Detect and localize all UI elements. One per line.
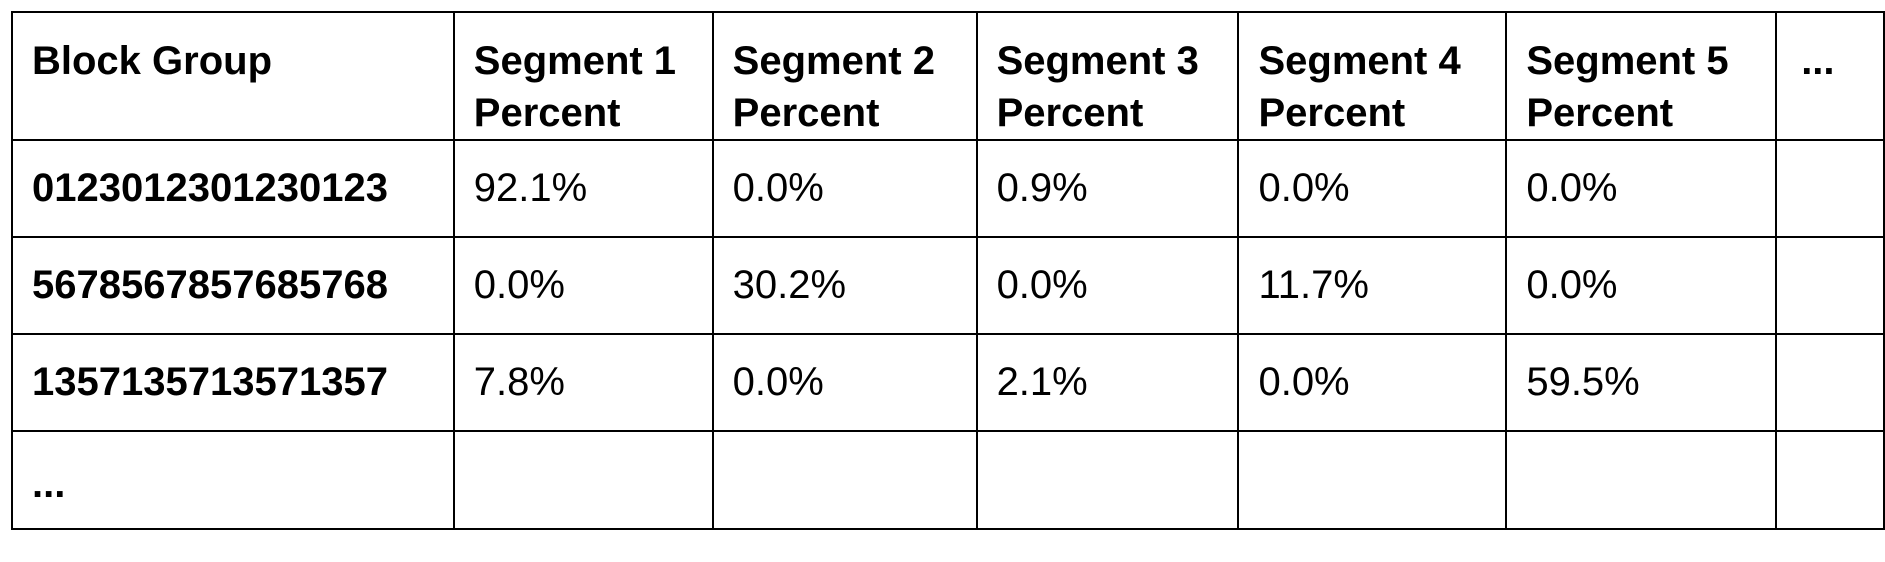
header-segment-sublabel: Percent <box>1258 91 1406 135</box>
header-segment-5: Segment 5 Percent <box>1505 11 1778 141</box>
header-more-ellipsis: ... <box>1801 39 1835 83</box>
header-segment-label: Segment 3 <box>996 39 1199 83</box>
more-rows-ellipsis: ... <box>11 430 455 530</box>
segment-percent-table: Block Group Segment 1 Percent Segment 2 … <box>11 11 1885 530</box>
segment-value-cell: 0.0% <box>1505 139 1778 238</box>
header-more-columns: ... <box>1775 11 1885 141</box>
empty-cell <box>1775 236 1885 335</box>
segment-value-cell: 2.1% <box>975 333 1240 432</box>
segment-value-cell: 0.0% <box>711 333 978 432</box>
table-row: 5678567857685768 0.0% 30.2% 0.0% 11.7% 0… <box>11 236 1885 335</box>
header-block-group: Block Group <box>11 11 455 141</box>
empty-cell <box>1775 430 1885 530</box>
segment-value-cell: 7.8% <box>452 333 714 432</box>
header-segment-label: Segment 1 <box>473 39 677 83</box>
empty-cell <box>1237 430 1508 530</box>
block-group-cell: 0123012301230123 <box>11 139 455 238</box>
segment-value-cell: 0.0% <box>1505 236 1778 335</box>
segment-value-cell: 0.9% <box>975 139 1240 238</box>
segment-value-cell: 0.0% <box>1237 333 1508 432</box>
block-group-cell: 5678567857685768 <box>11 236 455 335</box>
table-row-more: ... <box>11 430 1885 530</box>
segment-value-cell: 0.0% <box>711 139 978 238</box>
header-segment-4: Segment 4 Percent <box>1237 11 1508 141</box>
empty-cell <box>975 430 1240 530</box>
header-segment-label: Segment 5 <box>1526 39 1729 83</box>
empty-cell <box>711 430 978 530</box>
segment-value-cell: 0.0% <box>975 236 1240 335</box>
table-header-row: Block Group Segment 1 Percent Segment 2 … <box>11 11 1885 141</box>
empty-cell <box>452 430 714 530</box>
empty-cell <box>1775 139 1885 238</box>
empty-cell <box>1775 333 1885 432</box>
segment-value-cell: 92.1% <box>452 139 714 238</box>
header-segment-label: Segment 4 <box>1258 39 1461 83</box>
segment-value-cell: 0.0% <box>452 236 714 335</box>
header-block-group-label: Block Group <box>32 39 273 83</box>
header-segment-3: Segment 3 Percent <box>975 11 1240 141</box>
block-group-cell: 1357135713571357 <box>11 333 455 432</box>
segment-value-cell: 59.5% <box>1505 333 1778 432</box>
header-segment-sublabel: Percent <box>473 91 621 135</box>
header-segment-2: Segment 2 Percent <box>711 11 978 141</box>
table-row: 0123012301230123 92.1% 0.0% 0.9% 0.0% 0.… <box>11 139 1885 238</box>
segment-value-cell: 0.0% <box>1237 139 1508 238</box>
header-segment-sublabel: Percent <box>1526 91 1674 135</box>
segment-value-cell: 30.2% <box>711 236 978 335</box>
header-segment-sublabel: Percent <box>996 91 1144 135</box>
table-row: 1357135713571357 7.8% 0.0% 2.1% 0.0% 59.… <box>11 333 1885 432</box>
header-segment-sublabel: Percent <box>732 91 880 135</box>
header-segment-label: Segment 2 <box>732 39 935 83</box>
header-segment-1: Segment 1 Percent <box>452 11 714 141</box>
empty-cell <box>1505 430 1778 530</box>
segment-value-cell: 11.7% <box>1237 236 1508 335</box>
